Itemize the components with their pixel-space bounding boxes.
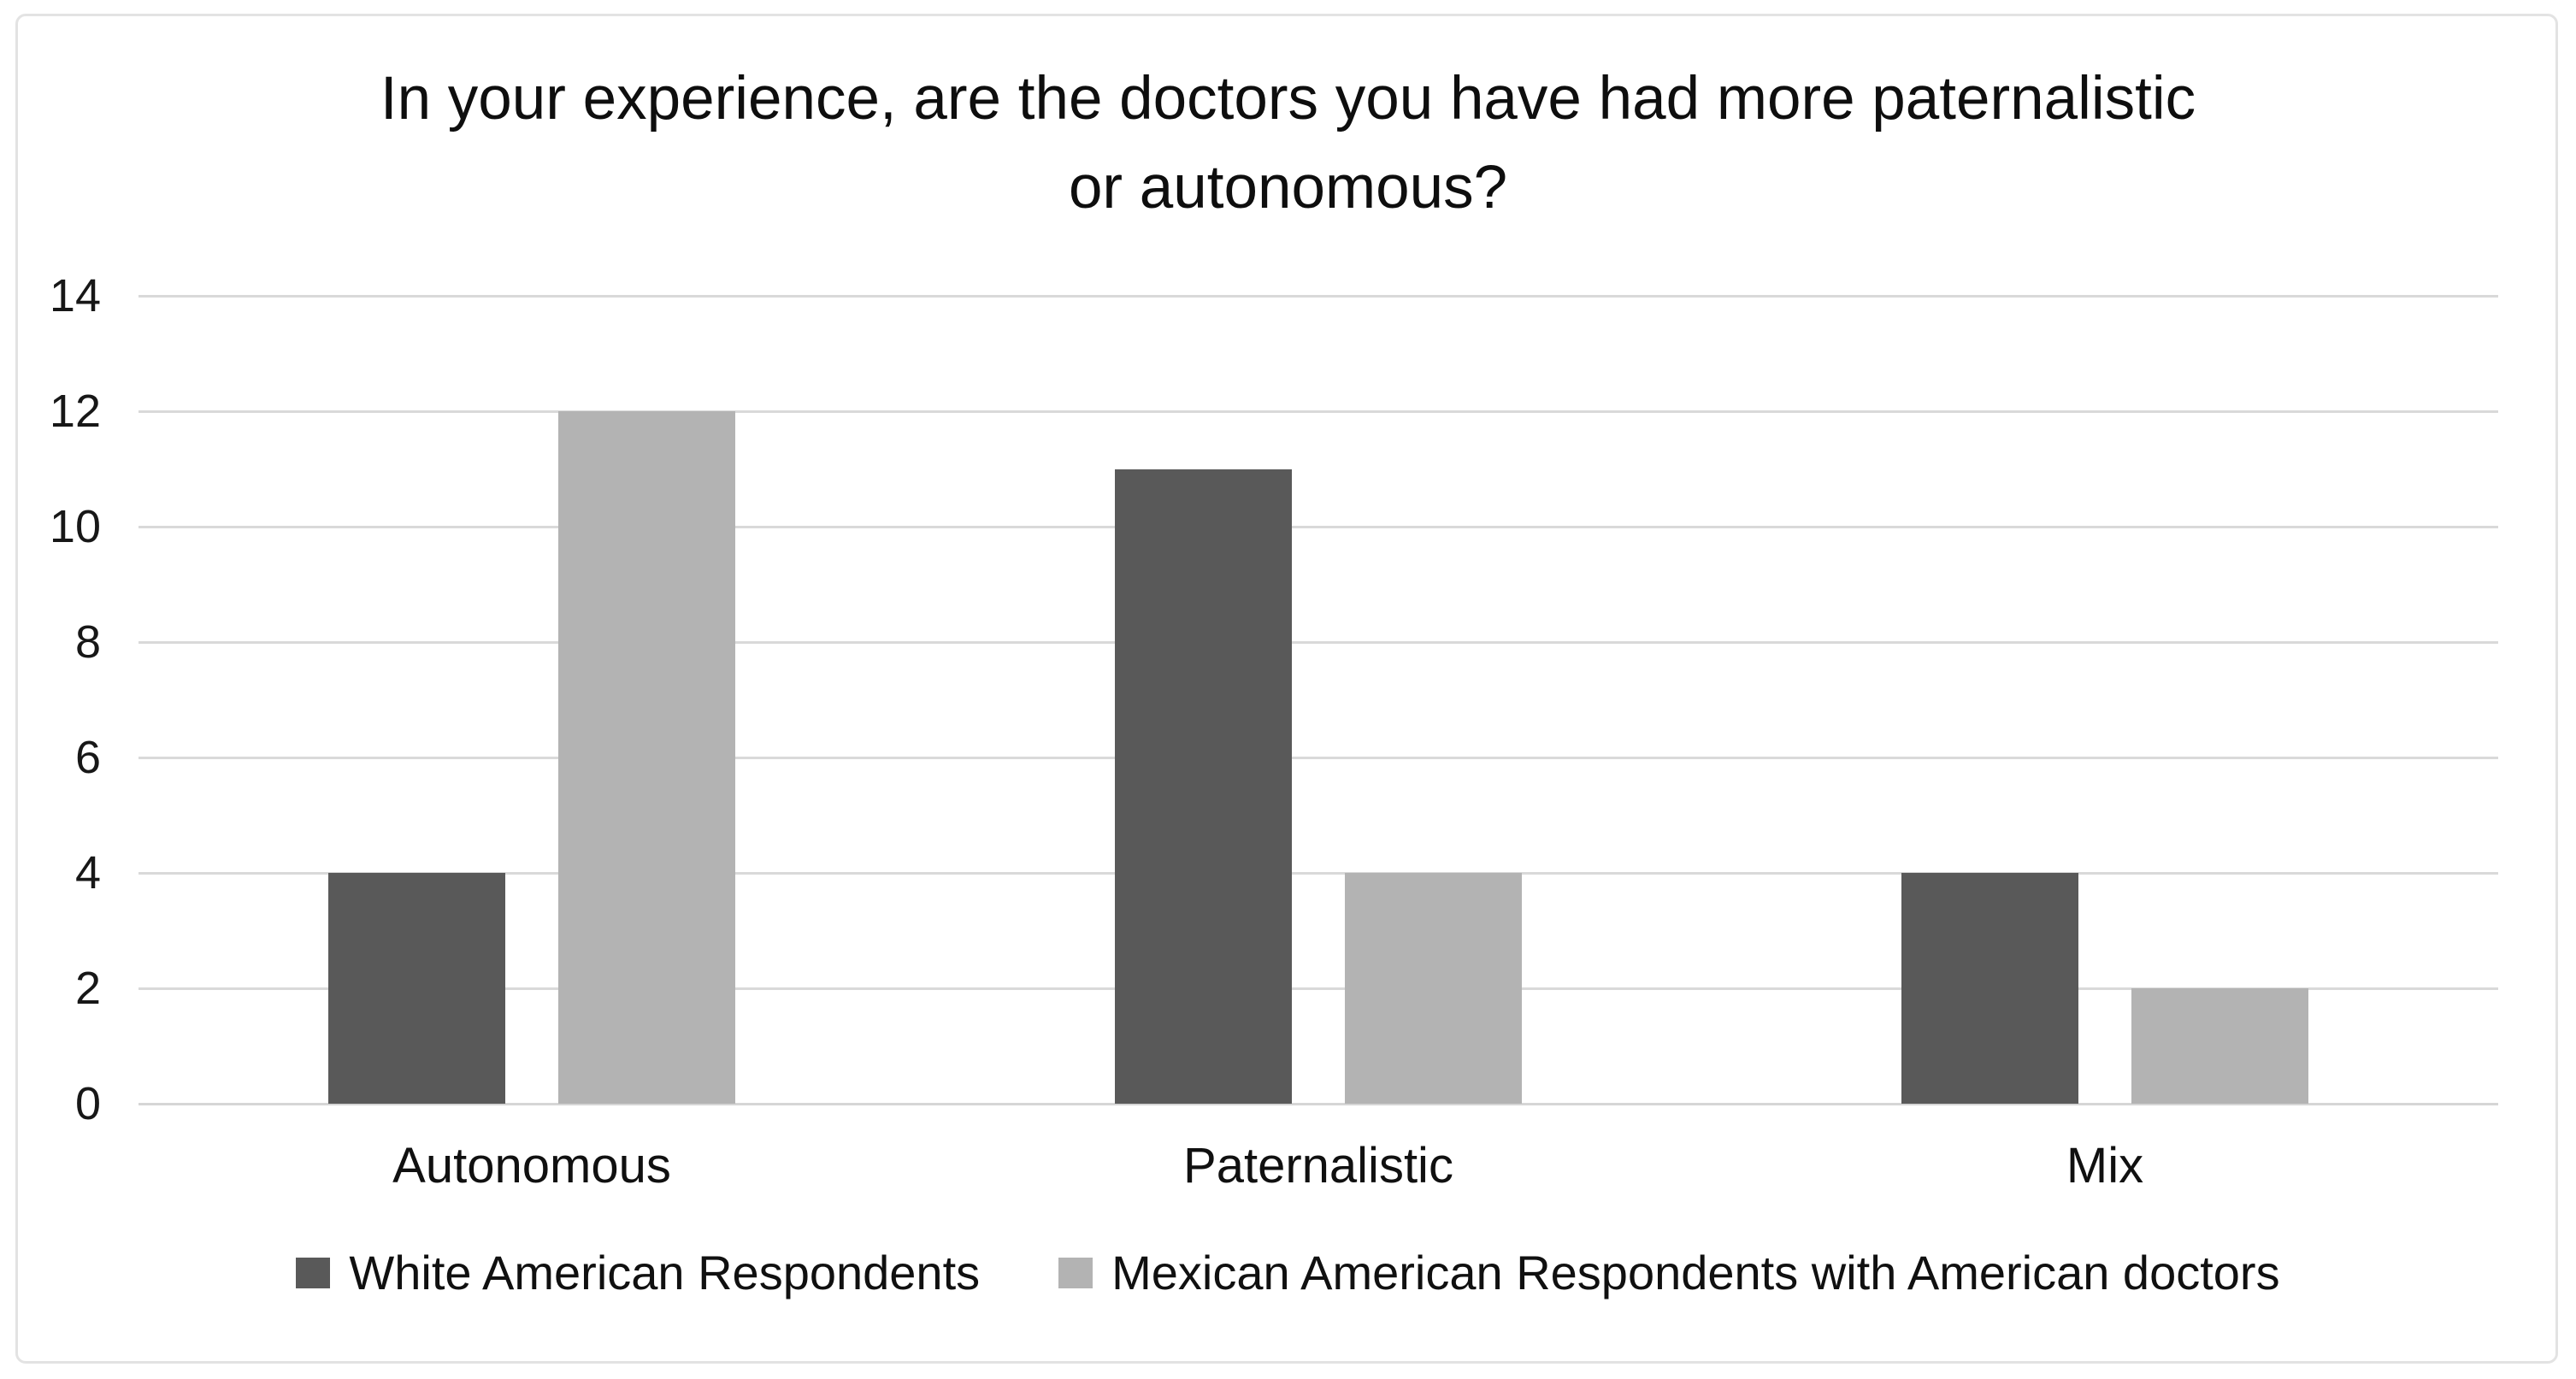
legend-label-white-american-respondents: White American Respondents (349, 1246, 981, 1299)
bar-mexican-american-respondents-with-american-doctors-paternalistic (1345, 873, 1522, 1104)
bar-white-american-respondents-mix (1901, 873, 2078, 1104)
y-tick-label-12: 12 (49, 386, 101, 437)
category-labels: Autonomous Paternalistic Mix (139, 1137, 2498, 1194)
legend: White American Respondents Mexican Americ… (0, 1245, 2576, 1300)
bar-mexican-american-respondents-with-american-doctors-autonomous (558, 411, 735, 1104)
bar-groups (139, 296, 2498, 1104)
chart-title-line-2: or autonomous? (1068, 154, 1508, 221)
gridline-6 (139, 756, 2498, 759)
legend-label-mexican-american-respondents-with-american-doctors: Mexican American Respondents with Americ… (1111, 1246, 2280, 1299)
bar-white-american-respondents-autonomous (328, 873, 505, 1104)
y-tick-label-10: 10 (49, 501, 101, 552)
y-tick-label-6: 6 (74, 732, 101, 783)
category-label-mix: Mix (2066, 1138, 2144, 1193)
bar-group-mix (1712, 296, 2498, 1104)
y-tick-label-4: 4 (74, 847, 101, 899)
gridline-12 (139, 410, 2498, 413)
x-axis-line (139, 1102, 2498, 1105)
y-tick-label-8: 8 (74, 616, 101, 669)
category-label-paternalistic: Paternalistic (1183, 1138, 1453, 1193)
bar-mexican-american-respondents-with-american-doctors-mix (2131, 988, 2308, 1104)
gridline-10 (139, 525, 2498, 528)
legend-marker-mexican-american-respondents-with-american-doctors (1058, 1257, 1093, 1288)
y-axis-labels: 0 2 4 6 8 10 12 14 (0, 273, 101, 1127)
legend-item-white-american-respondents: White American Respondents (296, 1245, 980, 1300)
bar-white-american-respondents-paternalistic (1115, 469, 1292, 1104)
gridline-14 (139, 294, 2498, 298)
bar-group-autonomous (139, 296, 925, 1104)
y-tick-label-0: 0 (74, 1078, 101, 1129)
gridline-2 (139, 987, 2498, 990)
plot-area (139, 294, 2498, 1105)
legend-item-mexican-american-respondents-with-american-doctors: Mexican American Respondents with Americ… (1058, 1245, 2280, 1300)
chart-title-line-1: In your experience, are the doctors you … (380, 65, 2196, 133)
category-label-autonomous: Autonomous (392, 1138, 671, 1193)
gridline-4 (139, 871, 2498, 875)
y-tick-label-14: 14 (49, 270, 101, 321)
bar-group-paternalistic (925, 296, 1712, 1104)
y-tick-label-2: 2 (74, 963, 101, 1015)
gridline-8 (139, 640, 2498, 644)
legend-marker-white-american-respondents (296, 1257, 331, 1288)
chart-title: In your experience, are the doctors you … (0, 55, 2576, 233)
